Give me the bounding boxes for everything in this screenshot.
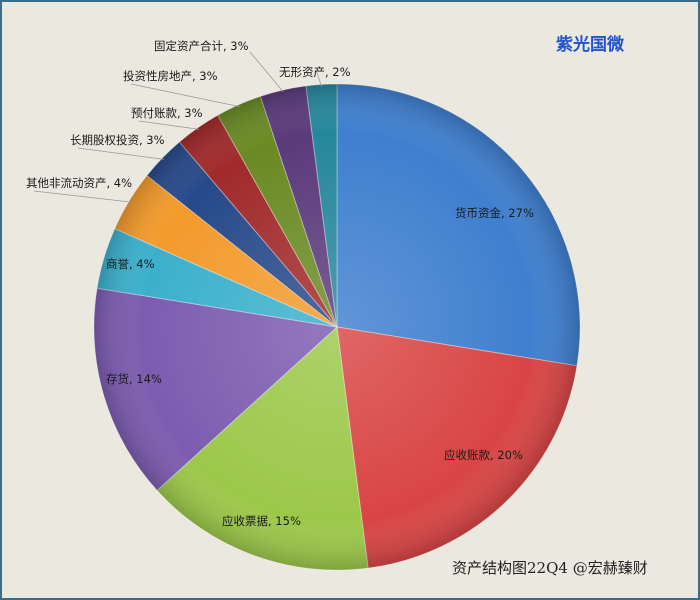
slice-label: 固定资产合计, 3% [154,39,249,53]
leader-line [315,69,322,87]
pie-slice [336,83,581,367]
slice-label: 其他非流动资产, 4% [26,176,132,190]
slice-label: 预付账款, 3% [131,106,203,120]
leader-line [130,83,240,108]
leader-line [77,147,164,160]
source-note: 资产结构图22Q4 @宏赫臻财 [452,559,648,577]
slice-label: 长期股权投资, 3% [70,133,165,147]
leader-line [138,120,200,130]
slice-label: 无形资产, 2% [279,65,351,79]
slice-label: 货币资金, 27% [455,206,534,220]
slice-label: 投资性房地产, 3% [123,69,218,83]
slice-label: 应收票据, 15% [222,514,301,528]
slice-label: 存货, 14% [106,372,162,386]
slice-label: 商誉, 4% [106,257,155,271]
leader-line [249,51,284,93]
leader-line [33,190,131,203]
slice-label: 应收账款, 20% [444,448,523,462]
chart-title: 紫光国微 [556,35,624,55]
